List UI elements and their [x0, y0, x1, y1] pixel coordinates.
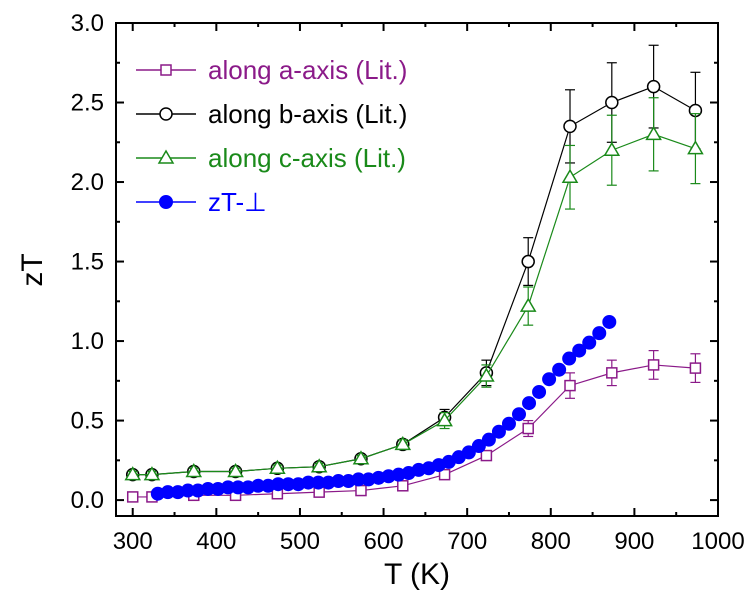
data-point: [572, 343, 587, 358]
legend-label: along c-axis (Lit.): [208, 143, 406, 173]
x-axis-title: T (K): [384, 558, 450, 591]
x-tick-label: 800: [531, 528, 571, 555]
data-point: [646, 79, 661, 94]
y-axis: 0.0 0.5 1.0 1.5 2.0 2.5 3.0: [71, 10, 718, 514]
data-point: [157, 149, 175, 164]
x-tick-label: 500: [280, 528, 320, 555]
data-point: [522, 396, 537, 411]
data-point: [310, 458, 328, 473]
data-point: [519, 297, 537, 312]
data-point: [159, 107, 173, 121]
x-tick-label: 1000: [691, 528, 744, 555]
data-point: [436, 412, 453, 427]
data-point: [603, 141, 621, 156]
data-point: [512, 407, 527, 422]
y-tick-label: 1.5: [71, 249, 104, 276]
legend-label: along a-axis (Lit.): [208, 55, 407, 85]
data-point: [397, 480, 409, 492]
data-point: [478, 367, 495, 382]
series-2: [124, 97, 704, 481]
plot-frame-group: [115, 22, 719, 517]
data-point: [532, 384, 547, 399]
data-point: [602, 314, 617, 329]
data-point: [124, 466, 142, 481]
data-point: [143, 466, 161, 481]
series-layer: [124, 44, 704, 503]
data-point: [159, 195, 173, 209]
data-point: [491, 424, 506, 439]
data-point: [687, 140, 704, 155]
data-point: [438, 468, 451, 481]
y-tick-label: 0.5: [71, 408, 104, 435]
y-axis-title: zT: [16, 253, 49, 286]
y-tick-label: 0.0: [71, 487, 104, 514]
data-point: [352, 450, 370, 465]
data-point: [647, 359, 660, 371]
y-tick-label: 3.0: [71, 10, 104, 37]
legend: along a-axis (Lit.) along b-axis (Lit.) al…: [136, 55, 407, 217]
data-point: [481, 432, 496, 447]
legend-item: along b-axis (Lit.): [136, 99, 407, 129]
plot-frame: [115, 22, 719, 517]
data-point: [582, 335, 597, 350]
data-point: [126, 491, 139, 503]
data-point: [480, 449, 493, 462]
data-point: [394, 435, 412, 451]
data-point: [645, 125, 662, 141]
data-point: [561, 168, 579, 184]
legend-label: along b-axis (Lit.): [208, 99, 407, 129]
x-tick-label: 700: [447, 528, 487, 555]
data-point: [160, 64, 172, 76]
y-tick-label: 2.0: [71, 169, 104, 196]
data-point: [562, 351, 577, 366]
data-point: [606, 367, 618, 379]
data-point: [552, 362, 567, 377]
data-point: [522, 422, 534, 435]
x-tick-label: 300: [113, 528, 153, 555]
y-tick-label: 2.5: [71, 90, 104, 117]
data-point: [501, 416, 516, 431]
legend-item: zT-⊥: [136, 187, 267, 217]
data-point: [592, 326, 607, 341]
series-3: [150, 314, 617, 501]
data-point: [563, 119, 577, 134]
x-tick-label: 400: [196, 528, 236, 555]
data-point: [605, 95, 619, 110]
x-axis: 300 400 500 600 700 800 900 1000: [113, 23, 745, 555]
legend-item: along c-axis (Lit.): [136, 143, 406, 173]
data-point: [564, 379, 576, 392]
data-point: [269, 459, 286, 475]
data-point: [461, 445, 476, 460]
y-tick-label: 1.0: [71, 328, 104, 355]
legend-label: zT-⊥: [208, 187, 267, 217]
x-tick-label: 900: [614, 528, 654, 555]
legend-item: along a-axis (Lit.): [136, 55, 407, 85]
data-point: [542, 372, 557, 387]
data-point: [185, 462, 203, 478]
x-tick-label: 600: [364, 528, 404, 555]
data-point: [471, 439, 486, 454]
data-point: [689, 362, 702, 374]
data-point: [227, 462, 244, 478]
series-0: [126, 350, 702, 503]
data-point: [355, 484, 367, 497]
data-point: [521, 254, 535, 269]
